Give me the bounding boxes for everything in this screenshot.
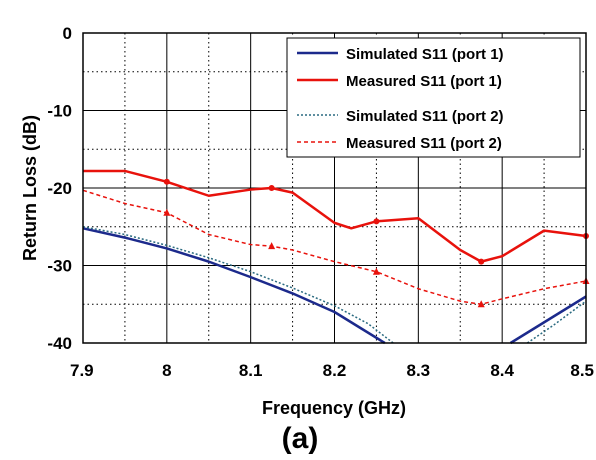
y-tick-label: -40 [47, 334, 72, 353]
series-line-3 [82, 189, 587, 305]
x-tick-label: 8.2 [323, 361, 347, 380]
x-tick-label: 8.3 [407, 361, 431, 380]
series-marker-3 [268, 242, 276, 250]
legend-label-meas-port2: Measured S11 (port 2) [346, 135, 502, 152]
x-axis-title: Frequency (GHz) [262, 398, 406, 418]
series-marker-3 [372, 267, 380, 275]
legend: Simulated S11 (port 1) Measured S11 (por… [286, 37, 581, 158]
series-marker-1 [373, 218, 380, 225]
y-tick-label: 0 [63, 24, 72, 43]
legend-box [286, 37, 581, 158]
series-line-4 [509, 295, 587, 345]
x-tick-label: 7.9 [70, 361, 94, 380]
series-marker-1 [163, 178, 170, 185]
y-tick-label: -20 [47, 179, 72, 198]
x-tick-label: 8 [162, 361, 171, 380]
y-axis-title: Return Loss (dB) [20, 115, 40, 261]
legend-label-sim-port1: Simulated S11 (port 1) [346, 46, 504, 63]
tick-labels: 7.9 8 8.1 8.2 8.3 8.4 8.5 0 -10 -20 -30 -40 [47, 24, 594, 380]
legend-label-sim-port2: Simulated S11 (port 2) [346, 108, 504, 125]
series-line-1 [83, 169, 587, 263]
series-line-2 [82, 226, 394, 344]
series-marker-3 [163, 208, 171, 216]
series-marker-1 [478, 258, 485, 265]
figure-caption: (a) [282, 422, 319, 455]
plot-frame [82, 32, 587, 344]
y-tick-label: -30 [47, 257, 72, 276]
x-tick-label: 8.5 [570, 361, 594, 380]
series-marker-3 [477, 300, 485, 308]
data-series [82, 169, 590, 345]
series-marker-1 [268, 185, 275, 191]
legend-label-meas-port1: Measured S11 (port 1) [346, 73, 502, 90]
series-line-0 [82, 227, 386, 345]
x-tick-label: 8.1 [239, 361, 263, 380]
y-tick-label: -10 [47, 102, 72, 121]
x-tick-label: 8.4 [490, 361, 514, 380]
